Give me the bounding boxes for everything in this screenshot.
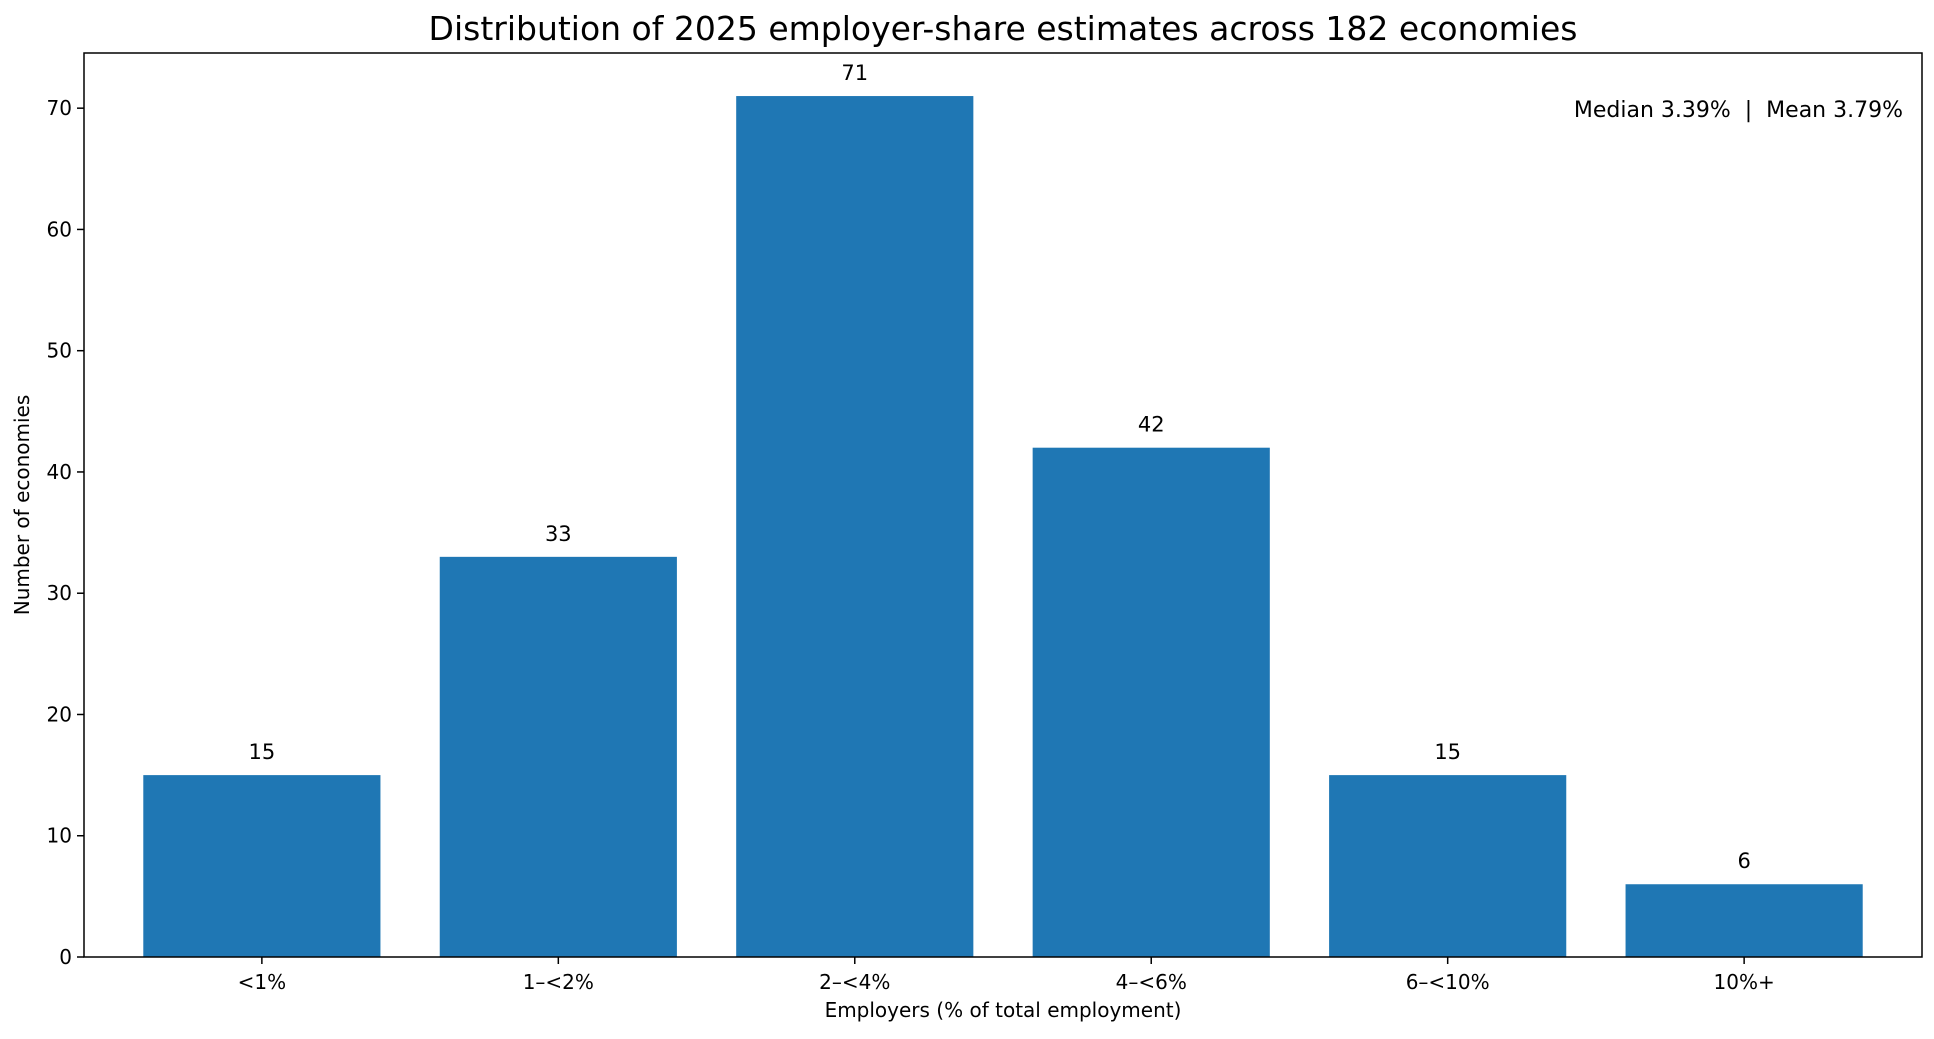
bar-value-label-2: 71 — [841, 61, 868, 85]
bar-value-label-1: 33 — [545, 522, 572, 546]
x-tick-label-5: 10%+ — [1714, 970, 1775, 994]
bar-value-labels: 15 33 71 42 15 6 — [249, 61, 1751, 873]
x-tick-label-3: 4–<6% — [1116, 970, 1187, 994]
y-tick-label-4: 40 — [47, 460, 72, 484]
bars — [143, 96, 1863, 958]
bar-value-label-0: 15 — [249, 740, 276, 764]
bar-2 — [736, 96, 974, 958]
x-tick-label-2: 2–<4% — [819, 970, 890, 994]
bar-1 — [439, 556, 677, 957]
chart-title: Distribution of 2025 employer-share esti… — [429, 9, 1578, 48]
x-tick-label-4: 6–<10% — [1406, 970, 1490, 994]
y-tick-label-2: 20 — [47, 702, 72, 726]
y-axis-label: Number of economies — [10, 395, 34, 616]
y-tick-label-0: 0 — [59, 945, 72, 969]
x-axis-ticks: <1% 1–<2% 2–<4% 4–<6% 6–<10% 10%+ — [238, 957, 1775, 994]
y-tick-label-3: 30 — [47, 581, 72, 605]
x-tick-label-0: <1% — [238, 970, 287, 994]
bar-value-label-5: 6 — [1737, 849, 1750, 873]
x-axis-label: Employers (% of total employment) — [825, 998, 1182, 1022]
y-tick-label-1: 10 — [47, 824, 72, 848]
bar-0 — [143, 775, 381, 957]
bar-3 — [1032, 447, 1270, 957]
y-axis-ticks: 0 10 20 30 40 50 60 70 — [47, 96, 84, 969]
x-tick-label-1: 1–<2% — [523, 970, 594, 994]
y-tick-label-6: 60 — [47, 217, 72, 241]
plot-frame — [83, 52, 1923, 958]
bar-4 — [1329, 775, 1567, 957]
bar-value-label-4: 15 — [1434, 740, 1461, 764]
stats-annotation: Median 3.39% | Mean 3.79% — [1574, 98, 1903, 123]
y-tick-label-7: 70 — [47, 96, 72, 120]
bar-5 — [1625, 884, 1863, 957]
y-tick-label-5: 50 — [47, 339, 72, 363]
bar-value-label-3: 42 — [1138, 413, 1165, 437]
